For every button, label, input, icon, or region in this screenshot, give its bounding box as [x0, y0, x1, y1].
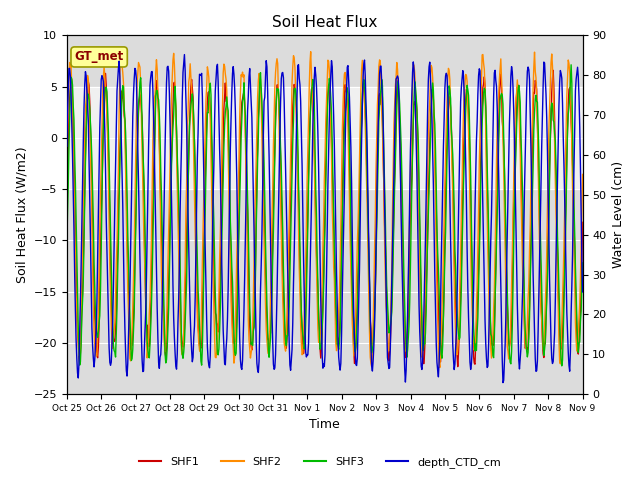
Y-axis label: Soil Heat Flux (W/m2): Soil Heat Flux (W/m2)	[15, 146, 28, 283]
Legend: SHF1, SHF2, SHF3, depth_CTD_cm: SHF1, SHF2, SHF3, depth_CTD_cm	[135, 452, 505, 472]
SHF2	[63, 166, 70, 172]
Y-axis label: Water Level (cm): Water Level (cm)	[612, 161, 625, 268]
SHF3	[579, 260, 586, 266]
depth_CTD_cm	[178, 139, 186, 145]
SHF2	[403, 344, 411, 350]
depth_CTD_cm	[388, 278, 396, 284]
SHF1	[72, 269, 80, 275]
SHF1	[125, 311, 133, 316]
SHF1	[63, 213, 70, 218]
SHF3	[205, 96, 212, 102]
depth_CTD_cm	[180, 52, 188, 58]
SHF1	[454, 364, 461, 370]
SHF1	[549, 68, 557, 73]
Line: depth_CTD_cm: depth_CTD_cm	[67, 55, 582, 383]
SHF1	[178, 334, 186, 339]
SHF3	[558, 363, 566, 369]
X-axis label: Time: Time	[309, 419, 340, 432]
SHF1	[387, 317, 395, 323]
Line: SHF1: SHF1	[67, 71, 582, 367]
SHF1	[205, 89, 212, 95]
SHF1	[579, 219, 586, 225]
depth_CTD_cm	[72, 337, 80, 343]
SHF2	[125, 332, 133, 337]
Bar	[67, 86, 582, 189]
Line: SHF2: SHF2	[67, 52, 582, 368]
Line: SHF3: SHF3	[67, 65, 582, 366]
SHF2	[205, 74, 212, 80]
SHF3	[72, 217, 80, 223]
depth_CTD_cm	[403, 343, 411, 349]
SHF3	[178, 342, 186, 348]
Text: GT_met: GT_met	[74, 50, 124, 63]
depth_CTD_cm	[125, 308, 133, 314]
SHF2	[72, 291, 80, 297]
depth_CTD_cm	[63, 144, 70, 149]
SHF2	[579, 171, 586, 177]
SHF2	[388, 265, 396, 271]
Title: Soil Heat Flux: Soil Heat Flux	[272, 15, 378, 30]
SHF1	[403, 342, 410, 348]
depth_CTD_cm	[579, 289, 586, 295]
depth_CTD_cm	[499, 380, 507, 385]
SHF3	[567, 62, 575, 68]
SHF2	[307, 49, 314, 55]
depth_CTD_cm	[205, 365, 213, 371]
SHF3	[387, 318, 395, 324]
SHF3	[403, 344, 410, 350]
SHF3	[63, 245, 70, 251]
SHF2	[436, 365, 444, 371]
SHF3	[125, 283, 133, 288]
SHF2	[178, 348, 186, 354]
